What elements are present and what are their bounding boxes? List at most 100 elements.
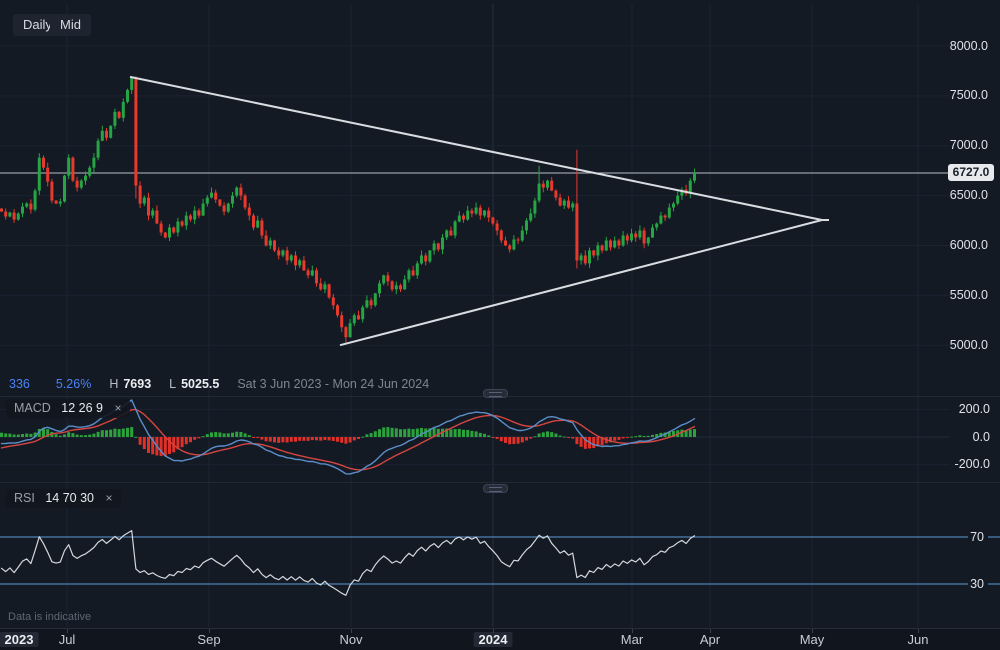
chart-rect bbox=[600, 437, 604, 446]
chart-rect bbox=[134, 436, 138, 438]
chart-rect bbox=[37, 428, 41, 437]
chart-rect bbox=[470, 430, 474, 437]
chart-rect bbox=[0, 432, 3, 437]
chart-rect bbox=[159, 437, 163, 457]
chart-rect bbox=[365, 434, 369, 437]
chart-rect bbox=[92, 157, 96, 168]
chart-rect bbox=[634, 233, 638, 238]
chart-rect bbox=[579, 437, 583, 447]
chart-rect bbox=[29, 433, 33, 437]
chart-rect bbox=[693, 429, 696, 437]
chart-rect bbox=[525, 437, 528, 441]
chart-rect bbox=[218, 199, 222, 206]
chart-rect bbox=[357, 437, 360, 440]
chart-rect bbox=[92, 433, 96, 437]
chart-rect bbox=[231, 432, 234, 437]
timeframe-daily-button[interactable]: Daily bbox=[13, 14, 62, 36]
timeframe-mid-button[interactable]: Mid bbox=[50, 14, 91, 36]
chart-rect bbox=[159, 223, 163, 233]
chart-rect bbox=[344, 327, 348, 338]
chart-rect bbox=[197, 437, 201, 439]
time-axis-tick bbox=[209, 629, 210, 633]
chart-rect bbox=[247, 435, 251, 437]
chart-rect bbox=[105, 130, 108, 138]
chart-rect bbox=[180, 221, 184, 226]
chart-rect bbox=[176, 221, 180, 233]
chart-rect bbox=[642, 230, 646, 244]
chart-rect bbox=[214, 432, 218, 437]
chart-rect bbox=[25, 433, 29, 437]
rsi-level-label: 70 bbox=[970, 530, 984, 544]
chart-rect bbox=[54, 434, 58, 437]
chart-rect bbox=[403, 429, 407, 437]
chart-rect bbox=[672, 431, 675, 437]
chart-rect bbox=[369, 433, 373, 437]
chart-rect bbox=[432, 243, 436, 251]
chart-rect bbox=[407, 428, 411, 437]
time-axis-bar[interactable]: 2023 Jul Sep Nov 2024 Mar Apr May Jun bbox=[0, 628, 1000, 650]
chart-rect bbox=[550, 432, 554, 437]
chart-rect bbox=[4, 433, 8, 437]
chart-rect bbox=[289, 255, 293, 261]
price-axis-label: 5500.0 bbox=[949, 287, 988, 302]
chart-rect bbox=[403, 279, 407, 290]
chart-rect bbox=[285, 437, 289, 443]
chart-rect bbox=[344, 437, 348, 444]
chart-rect bbox=[457, 428, 461, 437]
chart-rect bbox=[8, 212, 12, 217]
rsi-close-icon[interactable]: × bbox=[105, 491, 113, 505]
chart-rect bbox=[109, 125, 113, 138]
chart-rect bbox=[12, 212, 16, 220]
chart-rect bbox=[138, 185, 142, 204]
chart-rect bbox=[100, 430, 104, 437]
chart-rect bbox=[252, 437, 255, 438]
chart-rect bbox=[268, 437, 272, 442]
time-axis-label-2023: 2023 bbox=[0, 632, 39, 647]
chart-rect bbox=[210, 432, 213, 437]
macd-close-icon[interactable]: × bbox=[114, 401, 122, 415]
chart-rect bbox=[436, 243, 440, 250]
chart-rect bbox=[491, 437, 495, 438]
chart-rect bbox=[609, 437, 612, 443]
chart-rect bbox=[562, 436, 566, 438]
chart-rect bbox=[348, 437, 352, 443]
chart-rect bbox=[84, 435, 87, 437]
chart-rect bbox=[176, 437, 180, 450]
time-axis-tick bbox=[67, 629, 68, 633]
chart-rect bbox=[75, 434, 79, 437]
chart-rect bbox=[596, 437, 600, 447]
chart-line bbox=[129, 75, 823, 222]
chart-rect bbox=[621, 437, 625, 439]
chart-rect bbox=[537, 433, 541, 437]
chart-rect bbox=[512, 239, 516, 250]
chart-rect bbox=[121, 428, 125, 437]
chart-rect bbox=[386, 275, 390, 282]
chart-rect bbox=[277, 250, 281, 256]
chart-rect bbox=[54, 200, 58, 204]
chart-rect bbox=[222, 433, 226, 437]
macd-panel-collapse-handle[interactable] bbox=[483, 389, 508, 398]
chart-rect bbox=[541, 183, 545, 188]
chart-rect bbox=[420, 255, 423, 264]
chart-rect bbox=[352, 315, 356, 324]
chart-rect bbox=[226, 203, 230, 212]
chart-rect bbox=[667, 431, 671, 437]
chart-rect bbox=[147, 437, 150, 453]
chart-rect bbox=[268, 240, 272, 246]
price-axis-label: 6500.0 bbox=[949, 188, 988, 203]
chart-rect bbox=[546, 431, 549, 437]
chart-rect bbox=[407, 270, 411, 280]
chart-rect bbox=[214, 192, 218, 200]
time-axis-tick bbox=[351, 629, 352, 633]
chart-rect bbox=[130, 427, 134, 437]
chart-rect bbox=[264, 235, 268, 246]
rsi-panel-collapse-handle[interactable] bbox=[483, 484, 508, 493]
chart-rect bbox=[529, 437, 533, 439]
chart-rect bbox=[197, 210, 201, 216]
chart-rect bbox=[16, 213, 20, 220]
chart-rect bbox=[147, 197, 150, 216]
chart-rect bbox=[478, 432, 482, 437]
chart-rect bbox=[281, 250, 285, 256]
time-axis-label-may: May bbox=[799, 632, 825, 647]
